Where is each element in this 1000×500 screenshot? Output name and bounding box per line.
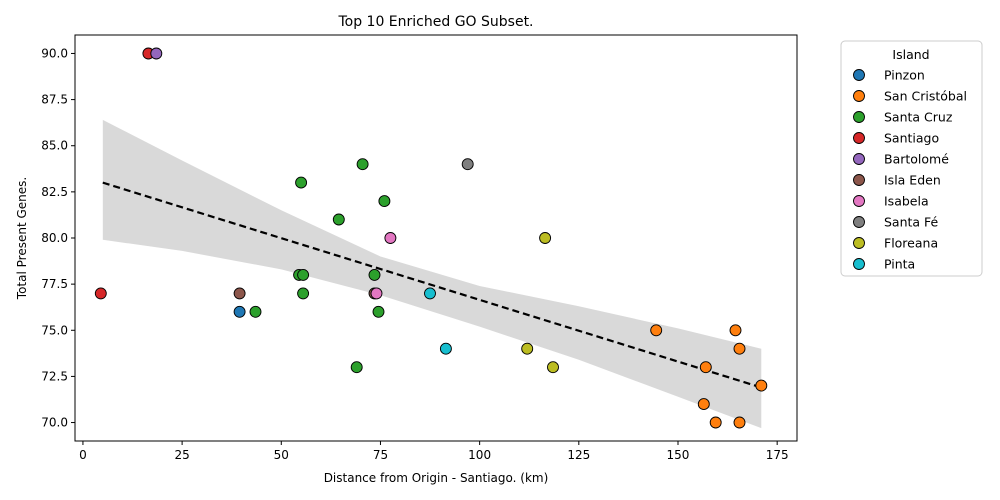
data-point [295, 176, 308, 189]
y-axis-label: Total Present Genes. [15, 177, 29, 300]
y-tick-label: 85.0 [41, 139, 68, 153]
legend-marker [853, 216, 865, 228]
legend-label: Isabela [884, 194, 929, 209]
y-tick-label: 70.0 [41, 416, 68, 430]
x-tick-label: 50 [274, 448, 289, 462]
data-point [699, 361, 712, 374]
x-tick-label: 100 [468, 448, 491, 462]
data-point [378, 195, 391, 208]
x-tick-label: 25 [174, 448, 189, 462]
legend-title: Island [892, 47, 929, 62]
legend: Island Pinzon San Cristóbal Santa Cruz Sant… [840, 40, 983, 277]
data-point [697, 398, 710, 411]
data-point [150, 47, 163, 60]
legend-label: Santa Fé [884, 215, 939, 230]
data-point [439, 342, 452, 355]
legend-label: San Cristóbal [884, 89, 967, 104]
x-tick-label: 175 [766, 448, 789, 462]
legend-items: Pinzon San Cristóbal Santa Cruz Santiago Bar… [853, 68, 967, 272]
y-tick-label: 75.0 [41, 323, 68, 337]
data-point [368, 268, 381, 281]
legend-label: Santiago [884, 131, 939, 146]
data-point [733, 416, 746, 429]
data-point [539, 232, 552, 244]
data-point [372, 305, 385, 318]
data-point [424, 287, 436, 300]
x-axis: 0 25 50 75 100 125 150 175 [79, 441, 789, 462]
y-tick-label: 87.5 [41, 93, 68, 107]
plot-area [74, 34, 798, 442]
data-point [384, 232, 397, 244]
data-point [733, 342, 746, 355]
legend-marker [853, 258, 865, 270]
data-point [755, 379, 768, 392]
legend-label: Santa Cruz [884, 110, 953, 125]
y-tick-label: 80.0 [41, 231, 68, 245]
data-point [297, 268, 310, 281]
legend-label: Pinzon [884, 68, 925, 83]
data-point [547, 361, 559, 374]
legend-marker [853, 111, 865, 123]
chart-title: Top 10 Enriched GO Subset. [337, 14, 533, 30]
legend-marker [853, 153, 865, 165]
legend-label: Pinta [884, 257, 915, 272]
legend-marker [853, 90, 865, 102]
x-tick-label: 150 [667, 448, 690, 462]
x-axis-label: Distance from Origin - Santiago. (km) [324, 471, 549, 485]
x-tick-label: 0 [79, 448, 87, 462]
data-point [297, 287, 310, 300]
legend-marker [853, 132, 865, 144]
data-point [370, 287, 383, 300]
confidence-band [102, 119, 762, 429]
legend-marker [853, 195, 865, 207]
legend-label: Isla Eden [884, 173, 941, 188]
x-tick-label: 75 [373, 448, 388, 462]
y-tick-label: 90.0 [41, 46, 68, 60]
data-point [94, 287, 107, 300]
legend-frame [840, 40, 983, 277]
regression-line [102, 181, 762, 389]
data-point [461, 158, 474, 171]
legend-marker [853, 69, 865, 81]
data-point [350, 361, 363, 374]
data-point [233, 305, 246, 318]
y-tick-label: 77.5 [41, 277, 68, 291]
y-tick-label: 82.5 [41, 185, 68, 199]
x-tick-label: 125 [567, 448, 590, 462]
legend-marker [853, 237, 865, 249]
data-point [356, 158, 369, 171]
y-tick-label: 72.5 [41, 369, 68, 383]
data-point [233, 287, 246, 300]
legend-marker [853, 174, 865, 186]
data-point [709, 416, 722, 429]
data-point [650, 324, 663, 337]
data-point [729, 324, 742, 337]
legend-label: Bartolomé [884, 152, 949, 167]
y-axis: 70.0 72.5 75.0 77.5 80.0 82.5 85.0 87.5 90.0 [41, 46, 75, 430]
data-point [521, 342, 534, 355]
data-point [332, 213, 345, 226]
legend-label: Floreana [884, 236, 938, 251]
data-point [249, 305, 262, 318]
